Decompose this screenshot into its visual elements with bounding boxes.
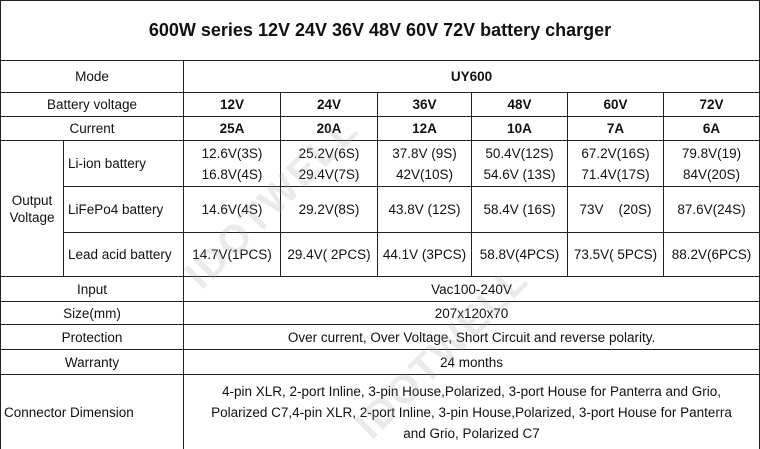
value-cell: 25A — [183, 116, 281, 141]
value-cell: 87.6V(24S) — [662, 186, 760, 233]
spec-value: Vac100-240V — [182, 276, 760, 302]
title: 600W series 12V 24V 36V 48V 60V 72V batt… — [0, 0, 760, 61]
group-label: Output Voltage — [0, 140, 64, 277]
value-cell: 20A — [280, 116, 378, 141]
value-cell: 43.8V (12S) — [377, 186, 472, 233]
table-row: 600W series 12V 24V 36V 48V 60V 72V batt… — [0, 0, 760, 61]
row-label: Battery voltage — [0, 92, 184, 117]
spec-value: 207x120x70 — [182, 301, 760, 325]
value-cell: 50.4V(12S) 54.6V (13S) — [471, 140, 568, 187]
sub-label: Lead acid battery — [63, 232, 184, 277]
table-row: Output Voltage Li-ion battery 12.6V(3S) 16.… — [0, 140, 760, 277]
value-line: 54.6V (13S) — [483, 166, 556, 182]
model: UY600 — [182, 60, 760, 93]
value-line: 71.4V(17S) — [581, 166, 650, 182]
value-cell: 72V — [662, 92, 760, 117]
spec-value: Over current, Over Voltage, Short Circui… — [182, 324, 760, 350]
sub-label: LiFePo4 battery — [63, 186, 184, 233]
spec-value: 4-pin XLR, 2-port Inline, 3-pin House,Po… — [182, 374, 760, 449]
table-row: Connector Dimension 4-pin XLR, 2-port Inl… — [0, 374, 760, 449]
value-cell: 73.5V( 5PCS) — [567, 232, 664, 277]
value-cell: 6A — [662, 116, 760, 141]
table-row: Battery voltage 12V 24V 36V 48V 60V 72V — [0, 92, 760, 117]
value-line: 29.4V(7S) — [298, 166, 360, 182]
value-cell: 12A — [377, 116, 472, 141]
row-label: Connector Dimension — [0, 374, 184, 449]
text-line: and Grio, Polarized C7 — [403, 425, 540, 441]
value-cell: 29.4V( 2PCS) — [280, 232, 378, 277]
value-cell: 14.7V(1PCS) — [183, 232, 281, 277]
table-row: Input Vac100-240V — [0, 276, 760, 302]
value-line: 16.8V(4S) — [201, 166, 263, 182]
sub-label: Li-ion battery — [63, 140, 184, 187]
value-line: 84V(20S) — [683, 166, 741, 182]
value-cell: 88.2V(6PCS) — [662, 232, 760, 277]
spec-value: 24 months — [182, 349, 760, 375]
value-cell: 24V — [280, 92, 378, 117]
value-cell: 12V — [183, 92, 281, 117]
row-label: Size(mm) — [0, 301, 184, 325]
value-line: 25.2V(6S) — [298, 145, 360, 161]
text-line: Polarized C7,4-pin XLR, 2-port Inline, 3… — [211, 404, 732, 420]
row-label: Current — [0, 116, 184, 141]
value-cell: 60V — [567, 92, 664, 117]
value-cell: 37.8V (9S) 42V(10S) — [377, 140, 472, 187]
value-cell: 67.2V(16S) 71.4V(17S) — [567, 140, 664, 187]
table-row: Size(mm) 207x120x70 — [0, 301, 760, 325]
table-row: Warranty 24 months — [0, 349, 760, 375]
value-cell: 44.1V (3PCS) — [377, 232, 472, 277]
value-cell: 7A — [567, 116, 664, 141]
value-cell: 58.4V (16S) — [471, 186, 568, 233]
row-label: Protection — [0, 324, 184, 350]
table-row: Mode UY600 — [0, 60, 760, 93]
value-cell: 29.2V(8S) — [280, 186, 378, 233]
value-cell: 36V — [377, 92, 472, 117]
table-row: Lead acid battery 14.7V(1PCS) 29.4V( 2PCS)… — [1, 232, 760, 277]
row-label: Input — [0, 276, 184, 302]
value-cell: 25.2V(6S) 29.4V(7S) — [280, 140, 378, 187]
value-line: 67.2V(16S) — [581, 145, 650, 161]
table-row: Current 25A 20A 12A 10A 7A 6A — [0, 116, 760, 141]
value-line: 50.4V(12S) — [485, 145, 554, 161]
row-label: Mode — [0, 60, 184, 93]
row-label: Warranty — [0, 349, 184, 375]
value-line: 79.8V(19) — [681, 145, 742, 161]
table-row: LiFePo4 battery 14.6V(4S) 29.2V(8S) 43.8V (… — [1, 186, 760, 233]
value-line: 42V(10S) — [395, 166, 454, 182]
value-cell: 73V (20S) — [567, 186, 664, 233]
value-cell: 48V — [471, 92, 568, 117]
value-cell: 10A — [471, 116, 568, 141]
text-line: 4-pin XLR, 2-port Inline, 3-pin House,Po… — [222, 383, 722, 399]
table-row: Protection Over current, Over Voltage, Sh… — [0, 324, 760, 350]
value-line: 12.6V(3S) — [201, 145, 263, 161]
value-line: 37.8V (9S) — [392, 145, 457, 161]
value-cell: 79.8V(19) 84V(20S) — [662, 140, 760, 187]
value-cell: 58.8V(4PCS) — [471, 232, 568, 277]
value-cell: 12.6V(3S) 16.8V(4S) — [183, 140, 281, 187]
value-cell: 14.6V(4S) — [183, 186, 281, 233]
